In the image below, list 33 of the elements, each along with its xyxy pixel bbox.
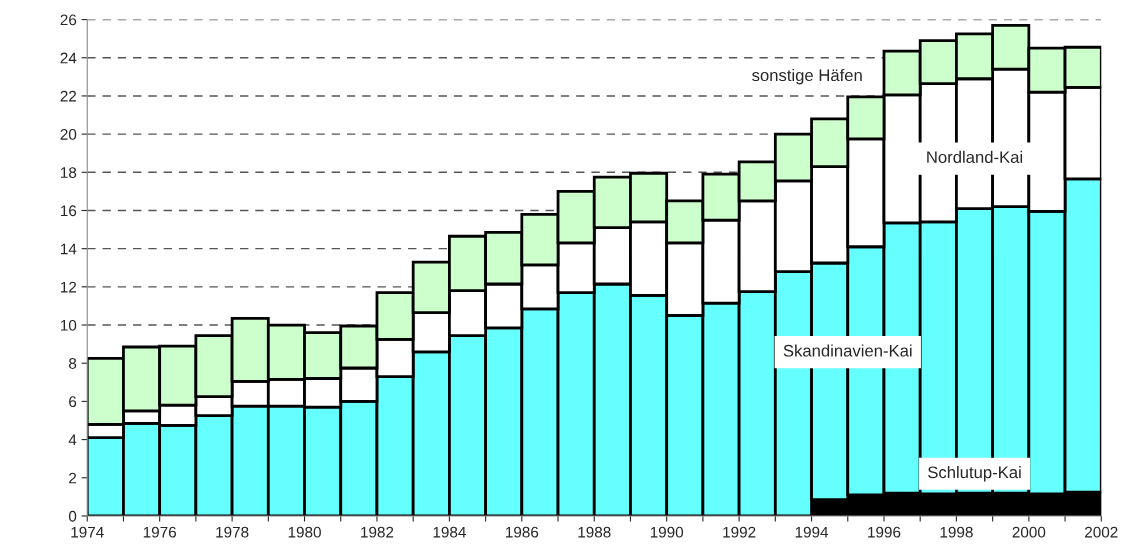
y-tick-label: 22: [60, 90, 77, 102]
x-tick-label: 1974: [71, 526, 104, 538]
x-tick-label: 1994: [795, 526, 829, 538]
y-tick-label: 18: [61, 167, 77, 178]
x-tick-label: 1976: [143, 526, 176, 538]
x-tick-label: 1988: [578, 526, 611, 538]
y-tick-label: 6: [69, 396, 77, 408]
x-tick-label: 2000: [1012, 526, 1046, 538]
x-tick-label: 1990: [650, 526, 684, 538]
x-tick-label: 1984: [433, 526, 466, 538]
x-tick-label: 1980: [288, 526, 321, 538]
x-tick-label: 1996: [868, 526, 901, 538]
y-tick-label: 4: [68, 434, 77, 446]
y-tick-label: 12: [61, 281, 77, 293]
x-tick-label: 2002: [1085, 526, 1118, 538]
x-tick-label: 1992: [723, 526, 756, 538]
series-label: Schlutup-Kai: [928, 466, 1021, 482]
x-tick-label: 1982: [361, 526, 394, 538]
series-label: Nordland-Kai: [927, 150, 1023, 164]
y-tick-label: 2: [69, 472, 77, 484]
y-tick-label: 14: [61, 243, 77, 255]
y-tick-label: 26: [60, 14, 77, 26]
y-tick-label: 0: [68, 510, 77, 522]
y-tick-label: 16: [61, 205, 77, 217]
x-tick-label: 1978: [216, 526, 249, 538]
series-label: sonstige Häfen: [752, 68, 862, 85]
x-tick-label: 1998: [940, 526, 973, 538]
series-label: Skandinavien-Kai: [783, 344, 912, 357]
y-tick-label: 24: [60, 52, 77, 64]
y-tick-label: 10: [61, 319, 77, 331]
y-tick-label: 20: [60, 128, 77, 140]
x-tick-label: 1986: [506, 526, 539, 538]
y-tick-label: 8: [68, 358, 77, 369]
